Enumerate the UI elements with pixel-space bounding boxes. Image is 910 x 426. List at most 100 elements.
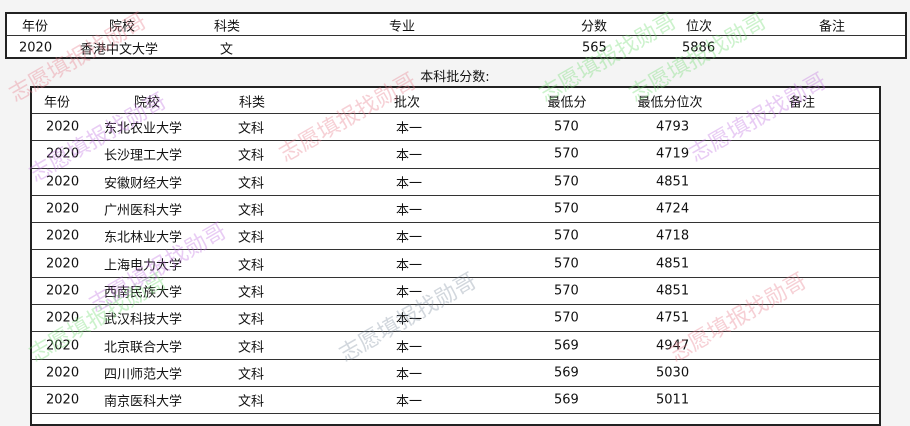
header-category: 科类 [238, 95, 266, 110]
cell-category: 文科 [238, 203, 265, 219]
header-col4: 批次 [393, 95, 421, 110]
cell-year: 2020 [46, 256, 80, 272]
table-row: 2020 南京医科大学 文科 本一 569 5011 [32, 387, 879, 415]
header-category: 科类 [213, 19, 241, 34]
cell-category: 文科 [238, 340, 265, 356]
cell-category: 文科 [238, 394, 265, 410]
table-row: 2020 长沙理工大学 文科 本一 570 4719 [32, 141, 879, 169]
cell-year: 2020 [46, 392, 80, 408]
header-year: 年份 [43, 95, 71, 110]
header-year: 年份 [21, 19, 49, 34]
header-col4: 专业 [388, 19, 416, 34]
header-note: 备注 [788, 95, 816, 110]
header-rank: 最低分位次 [637, 95, 703, 110]
cell-col4: 本一 [396, 285, 423, 301]
cell-year: 2020 [46, 338, 80, 354]
table-row: 2020 安徽财经大学 文科 本一 570 4851 [32, 169, 879, 196]
cell-school: 西南民族大学 [104, 285, 183, 301]
cell-school: 武汉科技大学 [104, 312, 183, 328]
cell-score: 570 [554, 174, 579, 190]
table-undergraduate-batch-scores: 年份 院校 科类 批次 最低分 最低分位次 备注 2020 东北农业大学 文科 本一 570 4793 2… [30, 86, 881, 426]
header-note: 备注 [818, 19, 846, 34]
table-row: 2020 广州医科大学 文科 本一 570 4724 [32, 196, 879, 224]
cell-rank: 5030 [656, 365, 690, 381]
cell-rank: 4724 [656, 201, 690, 217]
table-row: 2020 北京联合大学 文科 本一 569 4947 [32, 332, 879, 360]
cell-score: 570 [554, 310, 579, 326]
cell-rank: 5011 [656, 392, 690, 408]
cell-score: 570 [554, 119, 579, 135]
cell-rank: 4718 [656, 228, 690, 244]
cell-rank: 4793 [656, 119, 690, 135]
cell-school: 东北农业大学 [104, 121, 183, 137]
cell-school: 香港中文大学 [80, 42, 159, 57]
cell-col4: 本一 [396, 148, 423, 164]
cell-category: 文科 [238, 176, 265, 192]
cell-rank: 4851 [656, 256, 690, 272]
cell-col4: 本一 [396, 367, 423, 383]
cell-score: 570 [554, 228, 579, 244]
table-row: 2020 上海电力大学 文科 本一 570 4851 [32, 251, 879, 278]
cell-col4: 本一 [396, 312, 423, 328]
cell-col4: 本一 [396, 258, 423, 274]
cell-score: 570 [554, 146, 579, 162]
cell-col4: 本一 [396, 230, 423, 246]
cell-col4: 本一 [396, 203, 423, 219]
table-row: 2020 东北林业大学 文科 本一 570 4718 [32, 223, 879, 251]
table-row: 2020 武汉科技大学 文科 本一 570 4751 [32, 305, 879, 333]
cell-year: 2020 [46, 146, 80, 162]
cell-rank: 5886 [682, 40, 716, 55]
cell-rank: 4851 [656, 174, 690, 190]
cell-year: 2020 [46, 310, 80, 326]
cell-category: 文科 [238, 148, 265, 164]
cell-school: 上海电力大学 [104, 258, 183, 274]
cell-school: 东北林业大学 [104, 230, 183, 246]
cell-col4: 本一 [396, 340, 423, 356]
cell-school: 安徽财经大学 [104, 176, 183, 192]
table-row: 2020 东北农业大学 文科 本一 570 4793 [32, 114, 879, 142]
cell-score: 569 [554, 365, 579, 381]
cell-school: 四川师范大学 [104, 367, 183, 383]
cell-year: 2020 [19, 40, 53, 55]
cell-category: 文科 [238, 367, 265, 383]
cell-year: 2020 [46, 283, 80, 299]
cell-school: 广州医科大学 [104, 203, 183, 219]
cell-col4: 本一 [396, 121, 423, 137]
section-caption: 本科批分数: [420, 70, 490, 85]
cell-rank: 4719 [656, 146, 690, 162]
cell-school: 长沙理工大学 [104, 148, 183, 164]
cell-year: 2020 [46, 174, 80, 190]
table-row: 2020 西南民族大学 文科 本一 570 4851 [32, 278, 879, 306]
cell-year: 2020 [46, 365, 80, 381]
header-row: 年份 院校 科类 批次 最低分 最低分位次 备注 [32, 88, 879, 114]
cell-category: 文科 [238, 258, 265, 274]
header-rank: 位次 [685, 19, 713, 34]
cell-category: 文 [220, 42, 234, 57]
cell-category: 文科 [238, 230, 265, 246]
header-row: 年份 院校 科类 专业 分数 位次 备注 [7, 14, 905, 36]
header-school: 院校 [133, 95, 161, 110]
cell-category: 文科 [238, 121, 265, 137]
cell-category: 文科 [238, 285, 265, 301]
cell-rank: 4947 [656, 338, 690, 354]
cell-rank: 4751 [656, 310, 690, 326]
cell-score: 565 [582, 40, 607, 55]
cell-score: 570 [554, 256, 579, 272]
table-row: 2020 四川师范大学 文科 本一 569 5030 [32, 360, 879, 387]
cell-score: 569 [554, 338, 579, 354]
cell-year: 2020 [46, 228, 80, 244]
cell-score: 569 [554, 392, 579, 408]
cell-col4: 本一 [396, 176, 423, 192]
cell-school: 南京医科大学 [104, 394, 183, 410]
cell-school: 北京联合大学 [104, 340, 183, 356]
cell-score: 570 [554, 201, 579, 217]
cell-col4: 本一 [396, 394, 423, 410]
cell-rank: 4851 [656, 283, 690, 299]
header-school: 院校 [108, 19, 136, 34]
cell-category: 文科 [238, 312, 265, 328]
header-score: 最低分 [547, 95, 587, 110]
cell-year: 2020 [46, 119, 80, 135]
cell-score: 570 [554, 283, 579, 299]
cell-year: 2020 [46, 201, 80, 217]
table-major-scores: 年份 院校 科类 专业 分数 位次 备注 2020 香港中文大学 文 565 5886 [5, 12, 907, 59]
